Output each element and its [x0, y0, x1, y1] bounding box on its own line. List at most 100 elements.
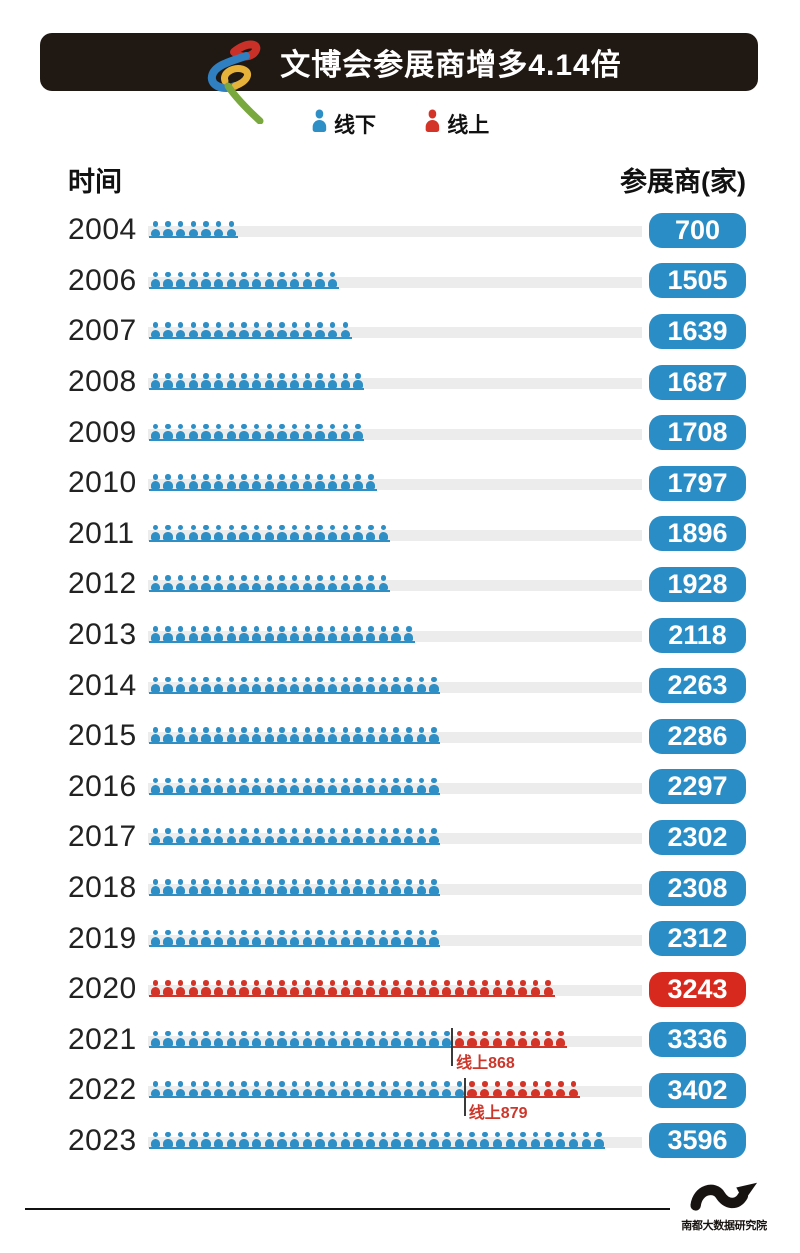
row-strip: [148, 221, 642, 239]
row-year-label: 2021: [68, 1022, 137, 1056]
table-row: 2014 2263: [0, 660, 800, 711]
offline-person-icon: [353, 575, 364, 591]
row-strip: [148, 322, 642, 340]
offline-person-icon: [214, 676, 224, 692]
offline-person-icon: [201, 1081, 211, 1097]
offline-person-icon: [302, 524, 313, 540]
online-person-icon: [505, 1030, 516, 1046]
offline-person-icon: [264, 676, 275, 692]
offline-person-icon: [239, 828, 249, 844]
offline-person-icon: [277, 727, 288, 743]
offline-person-icon: [226, 423, 237, 439]
offline-person-icon: [201, 777, 211, 793]
offline-person-icon: [264, 828, 275, 844]
offline-person-icon: [340, 1030, 351, 1046]
offline-person-icon: [214, 1030, 224, 1046]
offline-person-icon: [264, 322, 275, 338]
offline-person-icon: [214, 423, 224, 439]
offline-person-icon: [176, 575, 186, 591]
offline-person-icon: [252, 1131, 262, 1147]
icon-strip: [149, 221, 238, 239]
offline-person-icon: [429, 1131, 440, 1147]
offline-person-icon: [340, 524, 351, 540]
offline-person-icon: [290, 423, 300, 439]
offline-person-icon: [340, 322, 351, 338]
offline-person-icon: [188, 676, 199, 692]
offline-person-icon: [201, 322, 211, 338]
offline-person-icon: [340, 1081, 351, 1097]
online-person-icon: [163, 980, 173, 996]
offline-person-icon: [176, 322, 186, 338]
online-person-icon: [429, 980, 440, 996]
offline-person-icon: [378, 524, 389, 540]
offline-person-icon: [340, 777, 351, 793]
offline-person-icon: [302, 322, 313, 338]
offline-person-icon: [290, 828, 300, 844]
row-value-pill: 2118: [649, 617, 746, 653]
offline-person-icon: [226, 271, 237, 287]
offline-person-icon: [416, 929, 427, 945]
offline-person-icon: [277, 423, 288, 439]
offline-person-icon: [188, 1030, 199, 1046]
offline-person-icon: [391, 727, 402, 743]
offline-person-icon: [277, 1081, 288, 1097]
offline-person-icon: [277, 575, 288, 591]
offline-person-icon: [214, 524, 224, 540]
offline-person-icon: [378, 1030, 389, 1046]
offline-person-icon: [353, 1131, 364, 1147]
offline-person-icon: [442, 1030, 452, 1046]
legend-item-online: 线上: [424, 109, 489, 139]
row-track-bar: [148, 428, 642, 440]
row-strip: 线上868: [148, 1027, 642, 1072]
offline-person-icon: [315, 524, 326, 540]
row-year-label: 2019: [68, 921, 137, 955]
offline-person-icon: [315, 373, 326, 389]
offline-person-icon: [391, 777, 402, 793]
offline-person-icon: [264, 727, 275, 743]
offline-person-icon: [340, 676, 351, 692]
offline-person-icon: [150, 1030, 161, 1046]
offline-person-icon: [150, 271, 161, 287]
offline-person-icon: [302, 879, 313, 895]
offline-person-icon: [226, 727, 237, 743]
offline-person-icon: [239, 727, 249, 743]
offline-person-icon: [277, 1030, 288, 1046]
offline-person-icon: [214, 221, 224, 237]
offline-person-icon: [264, 1030, 275, 1046]
offline-person-icon: [328, 1131, 338, 1147]
offline-person-icon: [353, 423, 364, 439]
online-person-icon: [366, 980, 376, 996]
offline-person-icon: [467, 1131, 478, 1147]
offline-person-icon: [315, 474, 326, 490]
offline-person-icon: [239, 676, 249, 692]
offline-person-icon: [454, 1131, 465, 1147]
nandu-wave-logo-icon: [690, 1182, 758, 1211]
offline-person-icon: [214, 626, 224, 642]
offline-person-icon: [290, 929, 300, 945]
offline-person-icon: [163, 777, 173, 793]
offline-person-icon: [226, 373, 237, 389]
table-row: 2010 1797: [0, 458, 800, 509]
offline-person-icon: [163, 879, 173, 895]
offline-person-icon: [302, 1081, 313, 1097]
offline-person-icon: [290, 777, 300, 793]
offline-person-icon: [188, 322, 199, 338]
row-track-bar: [148, 378, 642, 390]
offline-person-icon: [201, 524, 211, 540]
offline-person-icon: [429, 828, 440, 844]
offline-person-icon: [315, 676, 326, 692]
offline-person-icon: [150, 221, 161, 237]
table-row: 2004 700: [0, 205, 800, 256]
offline-person-icon: [176, 879, 186, 895]
icon-strip: [149, 575, 390, 593]
offline-person-icon: [150, 727, 161, 743]
online-person-icon: [505, 1081, 516, 1097]
offline-person-icon: [302, 271, 313, 287]
row-year-label: 2008: [68, 365, 137, 399]
offline-person-icon: [188, 575, 199, 591]
offline-person-icon: [188, 474, 199, 490]
row-year-label: 2023: [68, 1123, 137, 1157]
online-person-icon: [277, 980, 288, 996]
row-strip: [148, 777, 642, 796]
offline-person-icon: [163, 626, 173, 642]
